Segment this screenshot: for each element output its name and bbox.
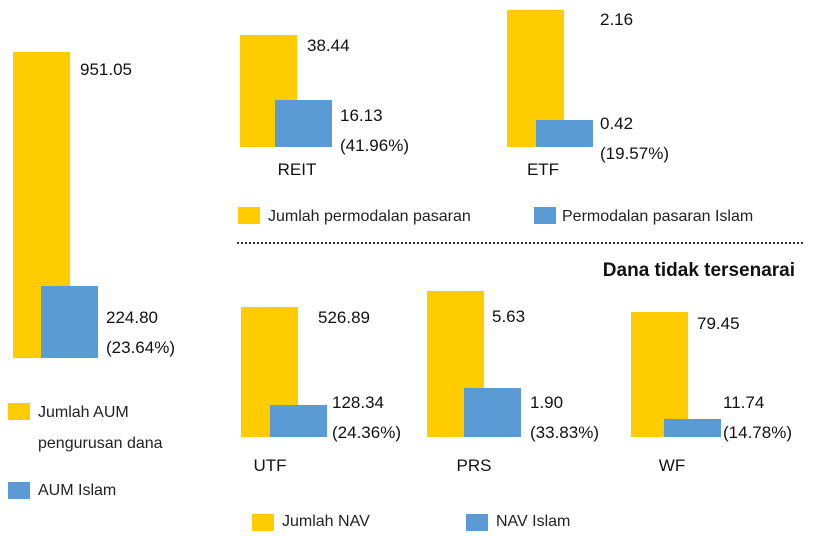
bar <box>536 120 593 147</box>
legend-swatch <box>252 514 274 531</box>
legend-swatch <box>238 207 260 224</box>
category-label: REIT <box>277 160 317 179</box>
bar <box>631 312 688 437</box>
value-label: 224.80 <box>106 308 158 327</box>
legend-swatch <box>8 482 30 499</box>
value-label: 11.74 <box>723 393 765 412</box>
value-label: 38.44 <box>307 36 350 55</box>
value-label: 951.05 <box>80 60 132 79</box>
divider <box>237 242 803 244</box>
share-label: (33.83%) <box>530 423 599 442</box>
legend-label: NAV Islam <box>496 513 571 530</box>
value-label: 79.45 <box>697 314 740 333</box>
value-label: 5.63 <box>492 307 526 326</box>
bar <box>664 418 721 437</box>
share-label: (24.36%) <box>332 423 401 442</box>
legend-label: Permodalan pasaran Islam <box>562 208 754 225</box>
legend-label: Jumlah AUM pengurusan dana <box>38 404 163 452</box>
legend-label: Jumlah permodalan pasaran <box>268 208 471 225</box>
share-label: (23.64%) <box>106 338 175 357</box>
value-label: 526.89 <box>318 308 370 327</box>
category-label: WF <box>658 456 686 475</box>
value-label: 16.13 <box>340 106 383 125</box>
bar <box>275 100 332 147</box>
category-label: UTF <box>253 456 287 475</box>
value-label: 0.42 <box>600 114 634 133</box>
bar <box>41 285 98 358</box>
share-label: (14.78%) <box>723 423 792 442</box>
bar <box>464 387 521 437</box>
legend-swatch <box>8 403 30 420</box>
share-label: (19.57%) <box>600 144 669 163</box>
legend-swatch <box>466 514 488 531</box>
share-label: (41.96%) <box>340 136 409 155</box>
value-label: 2.16 <box>600 10 634 29</box>
category-label: ETF <box>526 160 560 179</box>
category-label: PRS <box>456 456 492 475</box>
section-title: Dana tidak tersenarai <box>602 260 795 281</box>
legend-swatch <box>534 207 556 224</box>
value-label: 1.90 <box>530 393 564 412</box>
legend-label: Jumlah NAV <box>282 513 370 530</box>
bar <box>270 405 327 437</box>
value-label: 128.34 <box>332 393 384 412</box>
legend-label: AUM Islam <box>38 482 117 499</box>
